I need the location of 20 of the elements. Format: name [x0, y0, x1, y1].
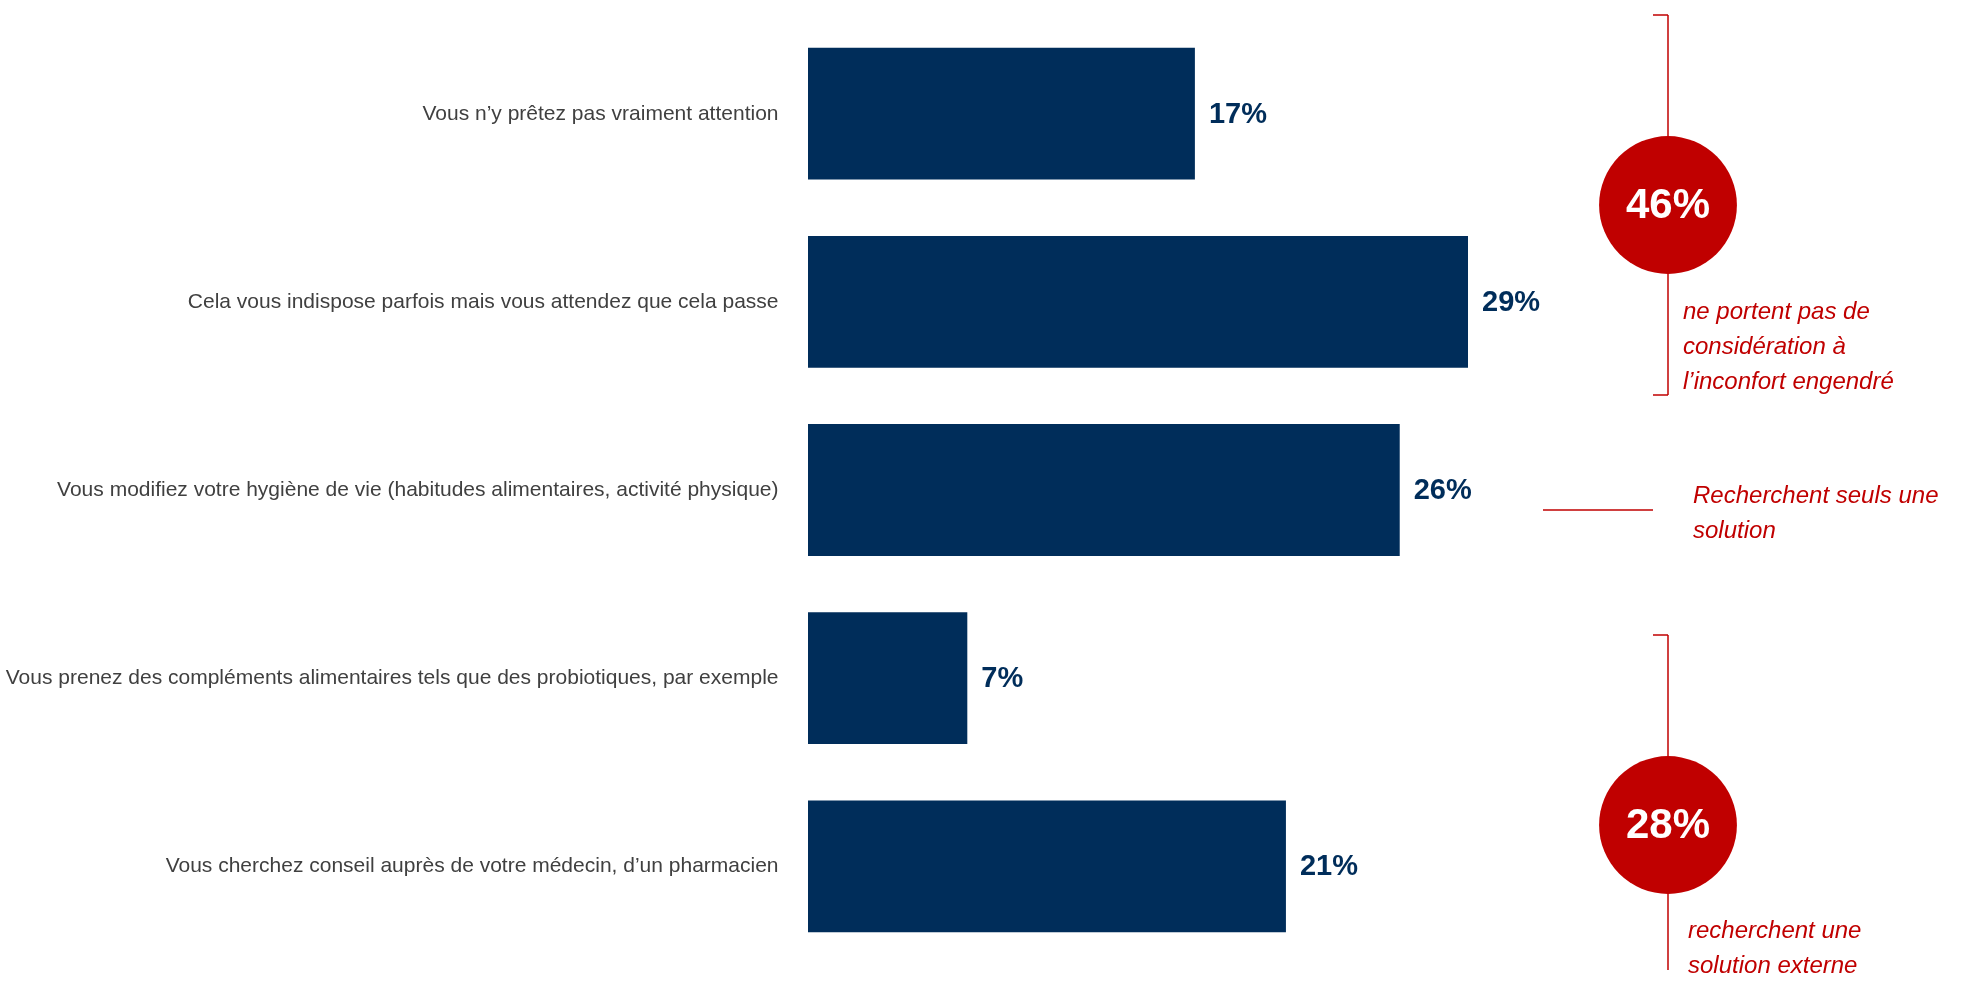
bar: [808, 800, 1286, 933]
text: recherchent une solution externe: [1688, 916, 1862, 978]
data-label: 21%: [1299, 849, 1359, 882]
text: 28%: [1625, 800, 1711, 847]
y-tick-label: Cela vous indispose parfois mais vous attendez que cela passe: [187, 288, 779, 312]
data-label: 7%: [981, 661, 1024, 694]
data-label: 17%: [1208, 96, 1268, 129]
bar: [808, 424, 1400, 556]
bar: [808, 612, 968, 745]
bar: [808, 235, 1468, 368]
y-tick-label: Vous n’y prêtez pas vraiment attention: [422, 100, 779, 124]
text: 46%: [1625, 180, 1711, 227]
bar: [808, 47, 1195, 180]
y-tick-label: Vous modifiez votre hygiène de vie (habitudes alimentaires, activité physique): [57, 477, 779, 500]
y-tick-label: Vous prenez des compléments alimentaires tels que des probiotiques, par exemple: [5, 665, 779, 689]
data-label: 29%: [1482, 284, 1541, 317]
y-tick-label: Vous cherchez conseil auprès de votre médecin, d’un pharmacien: [165, 853, 779, 877]
data-label: 26%: [1413, 473, 1472, 505]
text: Recherchent seuls une solution: [1693, 481, 1939, 543]
text: ne portent pas de considération à l’inconfort engendré: [1683, 297, 1894, 394]
